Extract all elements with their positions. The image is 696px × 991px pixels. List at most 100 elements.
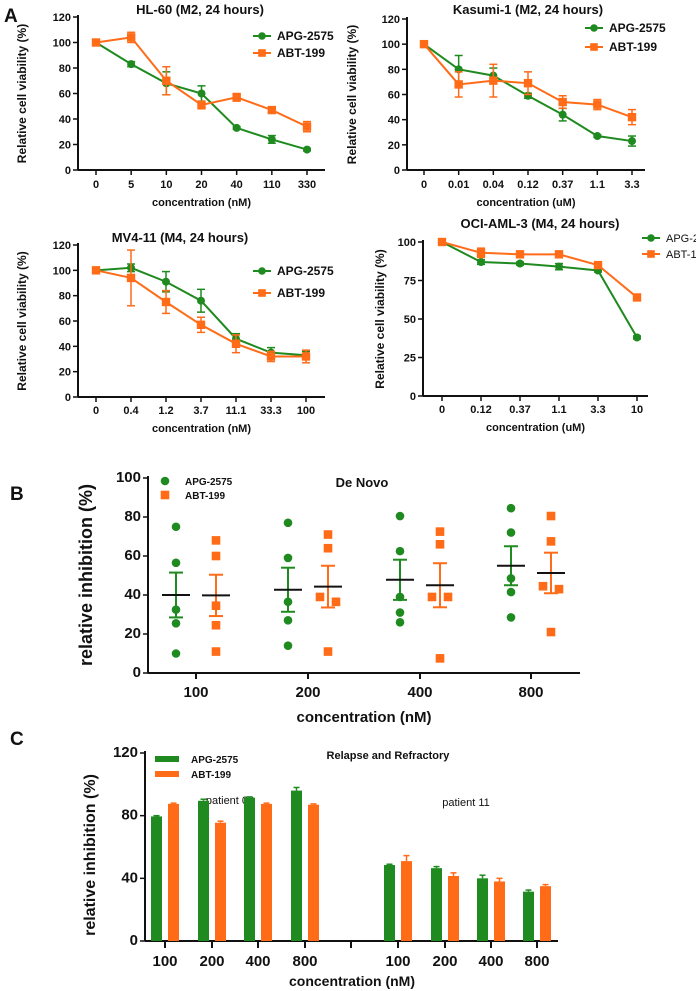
y-tick-label: 60: [124, 547, 141, 564]
data-point: [267, 135, 276, 144]
y-tick-label: 80: [59, 63, 71, 75]
data-point: [171, 558, 181, 568]
data-point: [554, 584, 564, 594]
series-abt-199: [202, 511, 565, 663]
data-point: [171, 618, 181, 628]
data-point: [171, 649, 181, 658]
x-tick-label: 20: [195, 179, 207, 191]
data-point: [197, 296, 205, 305]
bar: [494, 881, 505, 941]
data-point: [127, 60, 136, 69]
x-tick-label: 200: [295, 684, 320, 701]
data-point: [162, 277, 170, 286]
panel-label-c: C: [10, 729, 24, 750]
data-point: [489, 76, 498, 85]
x-tick-label: 800: [292, 953, 317, 970]
y-tick-label: 80: [59, 291, 71, 303]
data-point: [558, 110, 567, 119]
data-point: [303, 145, 311, 154]
data-point: [211, 620, 221, 630]
y-tick-label: 0: [394, 165, 400, 177]
data-point: [315, 592, 325, 602]
chart-relapse: 0 40 80 120 100 200 400 800 patient 02 100 200 400 8…: [82, 744, 558, 989]
legend-marker: [258, 49, 266, 57]
x-tick-label: 330: [298, 179, 316, 191]
data-point: [232, 93, 241, 102]
data-point: [546, 537, 556, 546]
data-point: [632, 293, 642, 302]
y-tick-label: 0: [65, 165, 71, 177]
bar: [384, 865, 395, 941]
y-axis-label: relative inhibition (%): [76, 484, 96, 666]
legend-label: APG-2575: [185, 477, 233, 488]
x-tick-label: 800: [518, 684, 543, 701]
data-point: [516, 259, 524, 268]
x-tick-label: 0.04: [483, 179, 505, 191]
data-point: [419, 39, 429, 49]
y-tick-label: 80: [388, 64, 400, 76]
y-tick-label: 100: [398, 237, 416, 249]
y-tick-label: 0: [130, 932, 138, 949]
x-tick-label: 3.7: [193, 405, 208, 417]
x-tick-label: 5: [128, 179, 134, 191]
x-tick-label: 0.37: [552, 179, 573, 191]
chart-title: MV4-11 (M4, 24 hours): [112, 230, 249, 245]
chart-title: HL-60 (M2, 24 hours): [136, 2, 264, 17]
data-point: [555, 262, 563, 271]
y-tick-label: 120: [382, 14, 400, 26]
series-abt-199: [437, 237, 642, 302]
x-tick-label: 800: [524, 953, 549, 970]
data-point: [162, 76, 171, 85]
series-line: [441, 241, 638, 338]
series-line: [441, 241, 638, 299]
legend-marker: [258, 267, 266, 275]
y-tick-label: 120: [53, 12, 71, 24]
data-point: [126, 273, 136, 283]
data-point: [91, 266, 101, 275]
y-tick-label: 40: [124, 586, 141, 603]
data-point: [283, 641, 293, 650]
chart-mv411: 0 20 40 60 80 100 120 0 0.4 1.2 3.7 11.1 33.3 100 MV4-…: [15, 230, 334, 435]
data-point: [323, 530, 333, 539]
data-point: [126, 33, 136, 42]
bar: [168, 803, 179, 941]
x-tick-label: 100: [297, 405, 315, 417]
y-axis-label: Relative cell viability (%): [15, 24, 29, 163]
x-tick-label: 1.1: [590, 179, 605, 191]
y-tick-label: 40: [121, 869, 138, 886]
x-tick-label: 0: [93, 179, 99, 191]
data-point: [197, 100, 206, 110]
data-point: [301, 352, 311, 361]
data-point: [554, 250, 564, 259]
y-tick-label: 20: [59, 140, 71, 152]
data-point: [91, 38, 101, 47]
legend-label: ABT-199: [191, 770, 231, 781]
series-apg-2575: [92, 263, 310, 360]
data-point: [506, 503, 516, 513]
bar: [215, 822, 226, 941]
y-tick-label: 40: [388, 115, 400, 127]
data-point: [232, 123, 241, 132]
legend-label: ABT-199: [609, 40, 657, 54]
series-apg-2575: [151, 786, 534, 941]
legend-marker: [647, 234, 655, 242]
series-abt-199: [419, 39, 637, 126]
panel-label-a: A: [4, 6, 18, 27]
data-point: [196, 320, 206, 329]
group-label: patient 11: [442, 797, 490, 809]
x-tick-label: 100: [385, 953, 410, 970]
x-tick-label: 0.01: [448, 179, 469, 191]
legend-label: ABT-199: [277, 286, 325, 300]
y-tick-label: 0: [65, 392, 71, 404]
bar: [540, 886, 551, 941]
legend-swatch: [155, 756, 179, 762]
bar: [198, 800, 209, 941]
data-point: [437, 237, 447, 247]
data-point: [506, 528, 516, 537]
data-point: [197, 89, 206, 98]
data-point: [476, 248, 486, 257]
data-point: [523, 78, 533, 88]
x-tick-label: 1.2: [158, 405, 173, 417]
data-point: [435, 654, 445, 663]
